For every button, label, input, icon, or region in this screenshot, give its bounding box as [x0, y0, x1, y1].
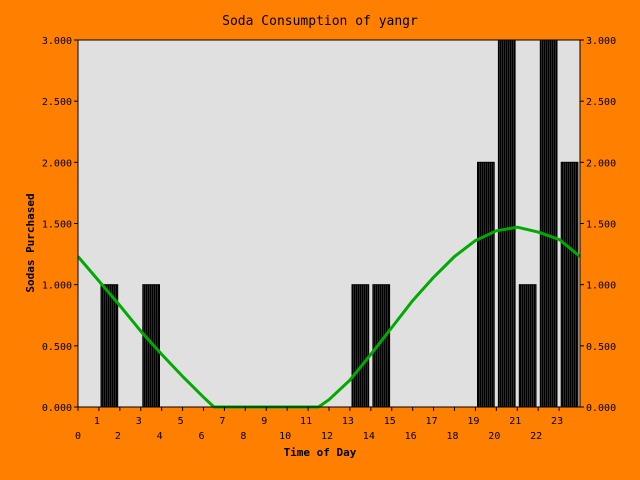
x-axis-label: Time of Day	[284, 446, 357, 459]
y-tick-label-right: 0.000	[586, 403, 616, 414]
x-tick-label: 12	[321, 431, 333, 442]
bar-hour-21	[518, 284, 537, 408]
y-tick-label-left: 0.500	[42, 342, 72, 353]
plot-area	[78, 40, 580, 407]
x-tick-label: 7	[219, 416, 225, 427]
x-tick-label: 19	[467, 416, 479, 427]
y-axis-label: Sodas Purchased	[24, 193, 37, 292]
y-tick-label-left: 3.000	[42, 36, 72, 47]
x-tick-label: 10	[279, 431, 291, 442]
x-tick-label: 0	[75, 431, 81, 442]
x-tick-label: 14	[363, 431, 375, 442]
bar-hour-22	[539, 39, 558, 408]
y-tick-label-right: 2.500	[586, 97, 616, 108]
x-tick-label: 2	[115, 431, 121, 442]
x-tick-label: 22	[530, 431, 542, 442]
x-tick-label: 11	[300, 416, 312, 427]
y-tick-label-left: 1.000	[42, 281, 72, 292]
x-tick-label: 23	[551, 416, 563, 427]
bar-hour-13	[351, 284, 370, 408]
x-tick-label: 4	[157, 431, 163, 442]
bar-hour-20	[497, 39, 516, 408]
trend-line	[76, 225, 581, 409]
y-tick-label-left: 0.000	[42, 403, 72, 414]
x-tick-label: 18	[446, 431, 458, 442]
x-tick-label: 21	[509, 416, 521, 427]
y-tick-label-right: 3.000	[586, 36, 616, 47]
y-tick-label-right: 0.500	[586, 342, 616, 353]
x-tick-label: 8	[240, 431, 246, 442]
x-tick-label: 3	[136, 416, 142, 427]
bar-hour-1	[100, 284, 119, 408]
y-tick-label-right: 1.500	[586, 220, 616, 231]
x-tick-label: 1	[94, 416, 100, 427]
x-tick-label: 9	[261, 416, 267, 427]
y-tick-label-left: 2.000	[42, 158, 72, 169]
bar-hour-23	[560, 161, 579, 408]
chart-title: Soda Consumption of yangr	[222, 14, 418, 29]
y-tick-label-right: 1.000	[586, 281, 616, 292]
x-tick-label: 15	[384, 416, 396, 427]
y-tick-label-right: 2.000	[586, 158, 616, 169]
y-axis: 0.000 0.000 0.500 0.500 1.000 1.000 1.500 1.500…	[42, 36, 616, 414]
bars-group	[100, 39, 579, 408]
y-tick-label-left: 1.500	[42, 220, 72, 231]
bar-hour-3	[142, 284, 161, 408]
x-tick-label: 16	[405, 431, 417, 442]
x-tick-label: 20	[488, 431, 500, 442]
bar-hour-14	[372, 284, 391, 408]
bar-hour-19	[477, 161, 495, 408]
x-tick-label: 13	[342, 416, 354, 427]
y-tick-label-left: 2.500	[42, 97, 72, 108]
x-tick-label: 17	[426, 416, 438, 427]
x-tick-label: 6	[198, 431, 204, 442]
x-tick-label: 5	[178, 416, 184, 427]
